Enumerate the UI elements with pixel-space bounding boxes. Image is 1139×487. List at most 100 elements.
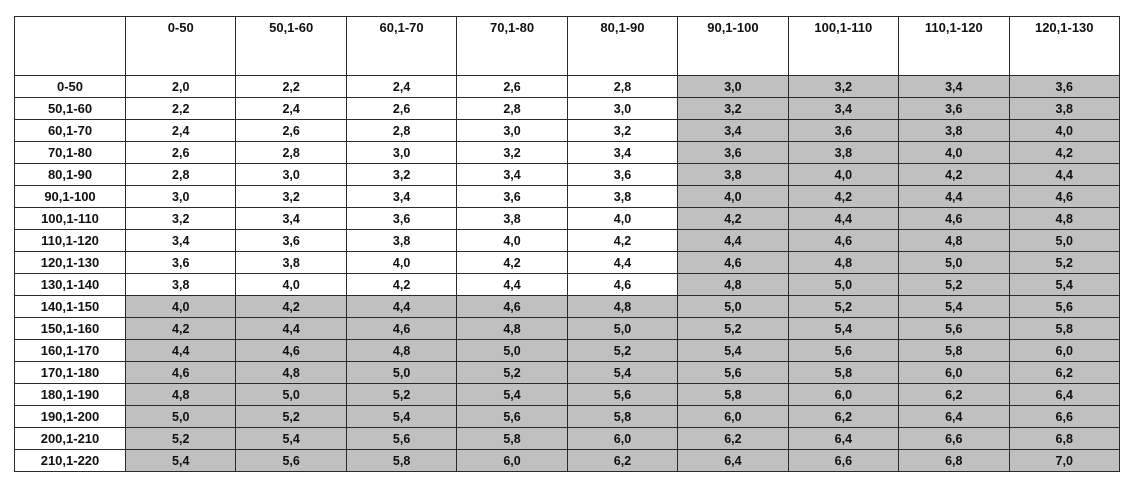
table-cell: 5,0	[677, 295, 789, 318]
table-row: 100,1-110 3,2 3,4 3,6 3,8 4,0 4,2 4,4 4,6 4,8	[14, 207, 1120, 230]
table-cell: 2,6	[124, 141, 237, 164]
column-header: 0-50	[124, 16, 237, 76]
table-cell: 5,0	[1008, 229, 1120, 252]
table-cell: 4,4	[1008, 163, 1120, 186]
table-cell: 5,6	[566, 383, 679, 406]
column-header: 100,1-110	[787, 16, 900, 76]
table-cell: 3,8	[898, 119, 1010, 142]
table-cell: 5,2	[345, 383, 458, 406]
table-cell: 6,4	[677, 449, 789, 472]
table-cell: 5,8	[566, 405, 679, 428]
table-cell: 5,6	[235, 449, 347, 472]
table-cell: 4,6	[456, 295, 568, 318]
table-cell: 3,6	[787, 119, 900, 142]
row-header: 170,1-180	[14, 361, 126, 384]
table-cell: 6,8	[1008, 427, 1120, 450]
row-header: 120,1-130	[14, 251, 126, 274]
row-header: 80,1-90	[14, 163, 126, 186]
table-cell: 3,8	[787, 141, 900, 164]
table-cell: 6,4	[898, 405, 1010, 428]
table-cell: 3,2	[566, 119, 679, 142]
table-cell: 5,6	[456, 405, 568, 428]
table-cell: 4,2	[1008, 141, 1120, 164]
table-cell: 3,4	[235, 207, 347, 230]
table-cell: 5,4	[235, 427, 347, 450]
table-row: 200,1-210 5,2 5,4 5,6 5,8 6,0 6,2 6,4 6,6 6,8	[14, 427, 1120, 450]
table-cell: 6,4	[1008, 383, 1120, 406]
column-header: 90,1-100	[677, 16, 789, 76]
table-cell: 3,0	[566, 97, 679, 120]
column-header: 110,1-120	[898, 16, 1010, 76]
table-cell: 5,8	[787, 361, 900, 384]
table-cell: 3,4	[898, 75, 1010, 98]
table-cell: 5,4	[345, 405, 458, 428]
table-cell: 5,2	[235, 405, 347, 428]
table-cell: 3,4	[345, 185, 458, 208]
table-cell: 4,6	[235, 339, 347, 362]
table-cell: 3,0	[124, 185, 237, 208]
table-cell: 5,0	[566, 317, 679, 340]
table-cell: 3,8	[235, 251, 347, 274]
row-header: 210,1-220	[14, 449, 126, 472]
table-cell: 6,0	[456, 449, 568, 472]
table-row: 60,1-70 2,4 2,6 2,8 3,0 3,2 3,4 3,6 3,8 4,0	[14, 119, 1120, 142]
table-cell: 6,2	[898, 383, 1010, 406]
table-cell: 5,0	[898, 251, 1010, 274]
column-header: 50,1-60	[235, 16, 347, 76]
table-cell: 4,6	[566, 273, 679, 296]
row-header: 130,1-140	[14, 273, 126, 296]
table-cell: 3,2	[345, 163, 458, 186]
table-row: 160,1-170 4,4 4,6 4,8 5,0 5,2 5,4 5,6 5,8 6,0	[14, 339, 1120, 362]
table-cell: 6,6	[787, 449, 900, 472]
table-cell: 2,8	[566, 75, 679, 98]
table-cell: 5,8	[345, 449, 458, 472]
table-cell: 3,8	[566, 185, 679, 208]
table-row: 70,1-80 2,6 2,8 3,0 3,2 3,4 3,6 3,8 4,0 4,2	[14, 141, 1120, 164]
table-cell: 2,2	[124, 97, 237, 120]
table-cell: 5,0	[787, 273, 900, 296]
table-cell: 5,4	[124, 449, 237, 472]
table-cell: 3,2	[787, 75, 900, 98]
row-header: 140,1-150	[14, 295, 126, 318]
table-cell: 5,0	[124, 405, 237, 428]
table-cell: 4,6	[787, 229, 900, 252]
table-cell: 5,6	[898, 317, 1010, 340]
table-cell: 3,8	[1008, 97, 1120, 120]
row-header: 200,1-210	[14, 427, 126, 450]
table-cell: 4,6	[345, 317, 458, 340]
table-cell: 4,2	[124, 317, 237, 340]
table-cell: 4,0	[345, 251, 458, 274]
row-header: 110,1-120	[14, 229, 126, 252]
table-cell: 4,4	[787, 207, 900, 230]
table-cell: 2,4	[124, 119, 237, 142]
table-cell: 4,2	[235, 295, 347, 318]
table-cell: 3,4	[124, 229, 237, 252]
table-cell: 3,6	[898, 97, 1010, 120]
table-cell: 5,2	[124, 427, 237, 450]
table-cell: 6,2	[566, 449, 679, 472]
table-cell: 3,6	[677, 141, 789, 164]
table-cell: 3,8	[124, 273, 237, 296]
table-cell: 4,2	[456, 251, 568, 274]
table-cell: 4,8	[566, 295, 679, 318]
table-cell: 4,2	[898, 163, 1010, 186]
table-cell: 3,6	[124, 251, 237, 274]
table-cell: 4,6	[124, 361, 237, 384]
table-cell: 7,0	[1008, 449, 1120, 472]
header-row: 0-50 50,1-60 60,1-70 70,1-80 80,1-90 90,1-100…	[14, 16, 1120, 76]
table-cell: 3,8	[677, 163, 789, 186]
table-row: 50,1-60 2,2 2,4 2,6 2,8 3,0 3,2 3,4 3,6 3,8	[14, 97, 1120, 120]
table-cell: 2,8	[235, 141, 347, 164]
table-cell: 4,2	[566, 229, 679, 252]
table-cell: 3,6	[1008, 75, 1120, 98]
row-header: 150,1-160	[14, 317, 126, 340]
table-cell: 6,6	[898, 427, 1010, 450]
table-cell: 4,8	[124, 383, 237, 406]
table-cell: 5,6	[345, 427, 458, 450]
table-cell: 5,2	[566, 339, 679, 362]
table-row: 170,1-180 4,6 4,8 5,0 5,2 5,4 5,6 5,8 6,0 6,2	[14, 361, 1120, 384]
row-header: 50,1-60	[14, 97, 126, 120]
value-table: 0-50 50,1-60 60,1-70 70,1-80 80,1-90 90,1-100…	[14, 16, 1120, 472]
table-cell: 3,2	[456, 141, 568, 164]
table-row: 130,1-140 3,8 4,0 4,2 4,4 4,6 4,8 5,0 5,2 5,4	[14, 273, 1120, 296]
